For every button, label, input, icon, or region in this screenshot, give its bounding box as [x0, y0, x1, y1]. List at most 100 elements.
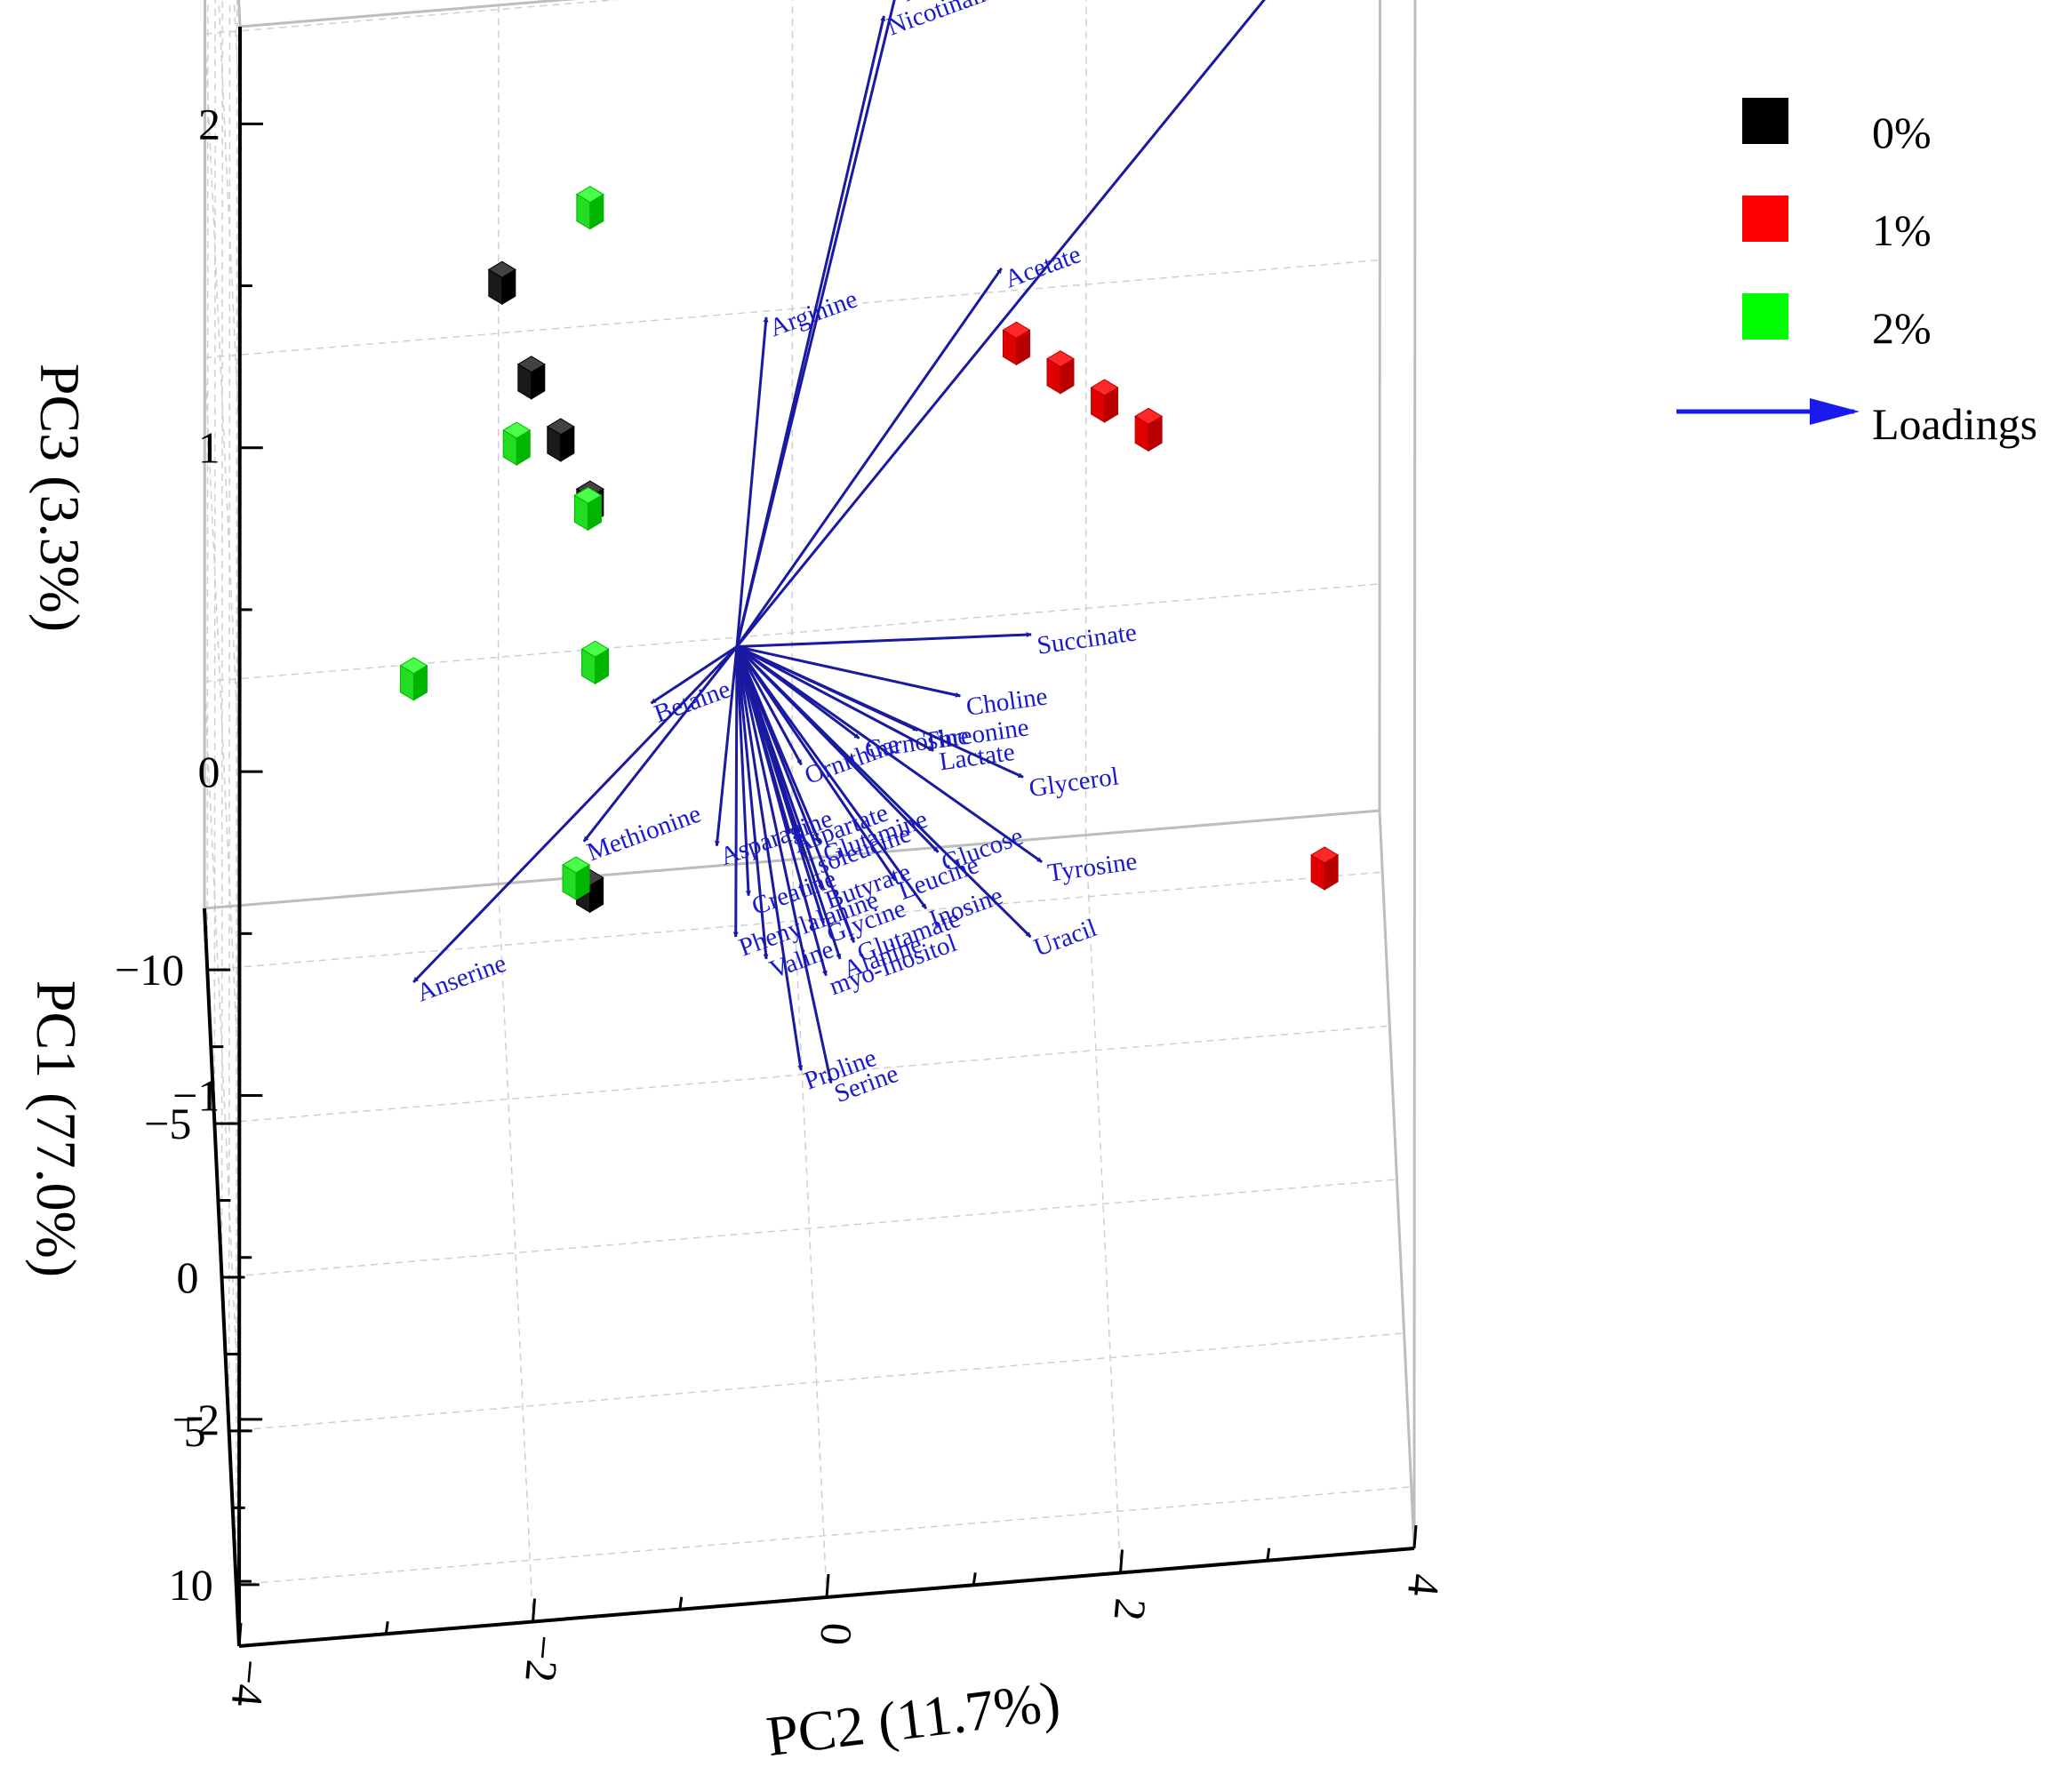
box-edge-10: [1412, 0, 1417, 1549]
loading-label-amp: AMP: [1280, 0, 1342, 5]
score-point-0pct-2-right: [531, 363, 546, 400]
pc1-tick-label-2: 0: [177, 1252, 199, 1302]
loading-arrow-succinate: [736, 632, 1032, 649]
grid-back-pc3-2: [204, 0, 620, 35]
grid-back-pc3-1: [204, 259, 1380, 359]
grid-floor-pc1-2: [221, 1179, 1397, 1278]
loading-arrow-betaine: [650, 645, 738, 705]
legend-label-1pct: 1%: [1872, 205, 1932, 255]
pc2-tick-label-2: 0: [811, 1621, 862, 1648]
loading-arrow-uracil: [735, 645, 1032, 939]
loading-arrow-glycerol: [736, 645, 1024, 779]
loading-label-betaine: Betaine: [651, 675, 734, 728]
loading-arrow-acetate: [735, 268, 1003, 648]
loading-arrow-inosine: [735, 645, 928, 910]
score-point-1pct-2-right: [1060, 357, 1075, 395]
pc2-tick-5: [972, 1572, 977, 1586]
score-point-2pct-2-right: [412, 664, 428, 701]
box-edge-3: [1378, 810, 1416, 1549]
pc2-tick-7: [1266, 1547, 1271, 1561]
legend-label-0pct: 0%: [1872, 108, 1932, 157]
loading-label-succinate: Succinate: [1036, 618, 1139, 660]
legend-swatch-0pct: [1742, 98, 1788, 144]
loading-arrow-phenylalanine: [732, 646, 739, 938]
loading-arrow-myo-inositol: [735, 646, 828, 977]
loading-label-uracil: Uracil: [1030, 914, 1100, 963]
loading-label-nicotinamide: Nicotinamide: [884, 0, 1025, 42]
loading-arrow-asparagine: [714, 646, 739, 847]
pc2-tick-4: [825, 1573, 830, 1598]
grid-floor-pc2-1: [497, 884, 534, 1622]
grid-floor-pc2-3: [1084, 835, 1122, 1573]
box-edge-5: [239, 0, 577, 28]
pc2-tick-label-0: −4: [222, 1658, 276, 1709]
box-edge-9: [203, 0, 207, 909]
loading-label-ornithine: Ornithine: [801, 730, 903, 790]
score-point-2pct-0: [575, 186, 604, 230]
score-point-1pct-5-right: [1324, 854, 1339, 891]
grid-side-pc1-1: [213, 0, 216, 1124]
loading-arrow-serine: [735, 646, 833, 1084]
pc1-tick-label-0: −10: [115, 945, 184, 995]
pc3-tick-label-3: 1: [198, 423, 220, 473]
loading-arrow-proline: [735, 646, 804, 1071]
loading-arrow-valine: [735, 646, 769, 960]
pc3-axis-label: PC3 (3.3%): [28, 364, 92, 632]
score-point-0pct-1-right: [501, 268, 516, 306]
grid-side-pc1-4: [236, 0, 238, 1585]
grid-side-pc1-3: [228, 0, 231, 1431]
score-point-2pct-5: [580, 640, 610, 685]
loading-arrow-anserine: [412, 645, 739, 984]
score-point-1pct-1-right: [1015, 329, 1030, 366]
grid-floor-pc1-4: [236, 1486, 1412, 1586]
pc2-tick-label-3: 2: [1104, 1596, 1156, 1623]
grid-side-pc1-0: [206, 0, 209, 971]
pc2-tick-0: [237, 1622, 243, 1647]
pc2-tick-label-4: 4: [1398, 1572, 1450, 1599]
score-point-1pct-1: [1002, 321, 1031, 366]
legend-label-2pct: 2%: [1872, 303, 1932, 353]
loading-arrow-leucine: [735, 645, 897, 882]
pc1-tick-label-3: 5: [184, 1406, 206, 1456]
loading-label-tyrosine: Tyrosine: [1046, 847, 1140, 888]
loading-arrow-glutamine: [735, 645, 821, 844]
score-point-0pct-1: [487, 260, 516, 306]
grid-back-pc3-0: [204, 583, 1380, 683]
loading-arrow-butyrate: [735, 646, 824, 891]
grid-back-pc2-2: [791, 0, 794, 860]
grid-side-pc3-1: [204, 357, 241, 1096]
grid-back-pc2-1: [497, 0, 500, 884]
pc3-tick-label-1: −1: [172, 1071, 220, 1121]
legend: 0% 1% 2% Loadings: [1676, 98, 2037, 449]
loading-arrow-arginine: [735, 316, 769, 647]
pc1-tick-label-1: −5: [144, 1099, 191, 1148]
score-point-0pct-5-right: [589, 876, 604, 914]
legend-label-loadings: Loadings: [1872, 399, 2037, 449]
score-point-1pct-3: [1090, 379, 1119, 423]
legend-swatch-1pct: [1742, 196, 1788, 242]
score-point-2pct-2: [399, 657, 428, 701]
score-point-2pct-1-right: [516, 429, 531, 466]
pc2-tick-6: [1119, 1549, 1124, 1573]
pc2-tick-1: [384, 1621, 389, 1635]
loading-arrow-choline: [736, 645, 962, 698]
grid-floor-pc2-2: [791, 859, 828, 1598]
pc3-tick-label-0: −2: [172, 1395, 220, 1444]
loading-label-anserine: Anserine: [413, 949, 510, 1008]
loading-label-acetate: Acetate: [1001, 240, 1084, 293]
score-point-2pct-5-right: [595, 648, 610, 685]
pc1-tick-label-4: 10: [169, 1560, 213, 1610]
score-point-1pct-3-right: [1104, 387, 1119, 423]
pc2-tick-2: [532, 1598, 536, 1622]
loading-arrow-nicotinamide: [735, 15, 886, 647]
loading-arrow-ornithine: [735, 645, 803, 766]
legend-swatch-2pct: [1742, 293, 1788, 340]
loading-arrow-methionine: [582, 645, 739, 843]
loading-arrow-lactate: [736, 645, 934, 752]
pc3-tick-label-2: 0: [198, 747, 220, 796]
loading-arrow-creatine: [735, 646, 751, 897]
loading-label-methionine: Methionine: [583, 799, 705, 867]
pc1-axis-label: PC1 (77.0%): [25, 980, 88, 1277]
